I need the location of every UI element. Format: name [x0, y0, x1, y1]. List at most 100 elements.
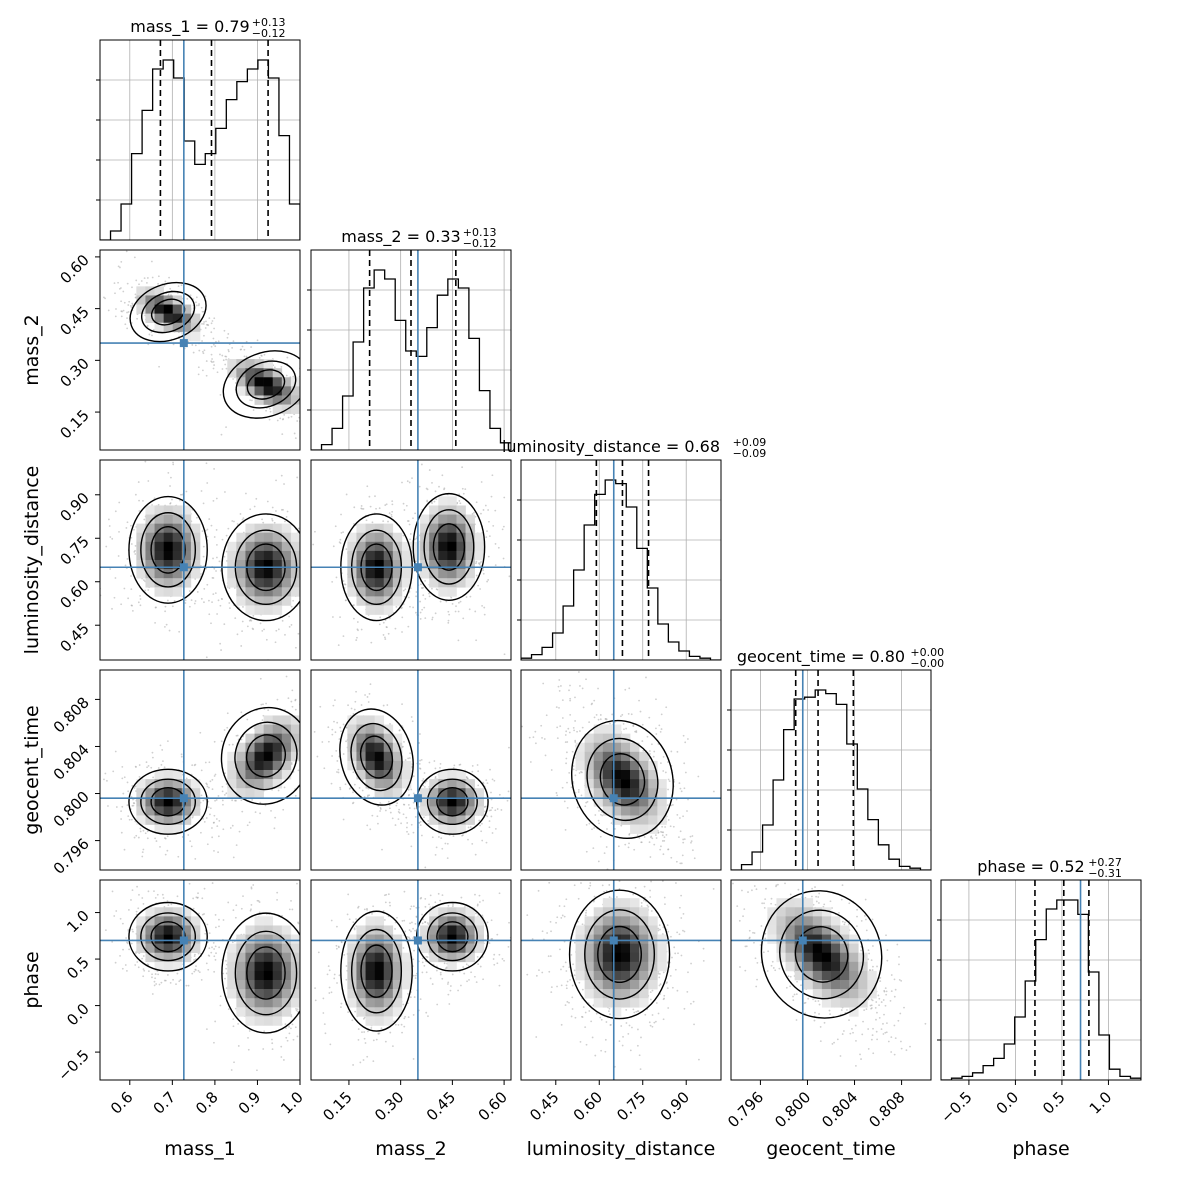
sample-point	[205, 374, 208, 377]
sample-point	[555, 792, 558, 794]
sample-point	[342, 453, 344, 455]
sample-point	[180, 284, 183, 287]
density-cell	[648, 779, 658, 789]
sample-point	[131, 304, 134, 307]
sample-point	[197, 373, 200, 376]
sample-point	[426, 488, 429, 491]
sample-point	[477, 770, 480, 773]
sample-point	[412, 792, 415, 795]
sample-point	[209, 807, 212, 810]
sample-point	[491, 806, 494, 809]
sample-point	[411, 720, 414, 723]
density-cell	[602, 751, 613, 762]
sample-point	[507, 790, 510, 793]
sample-point	[485, 841, 488, 844]
density-cell	[272, 760, 283, 771]
sample-point	[387, 800, 390, 803]
sample-point	[167, 293, 170, 296]
density-cell	[245, 779, 255, 789]
density-cell	[438, 806, 448, 816]
sample-point	[157, 503, 160, 506]
sample-point	[576, 806, 579, 809]
density-cell	[420, 560, 430, 570]
sample-point	[277, 628, 280, 631]
sample-point	[415, 537, 418, 540]
density-cell	[420, 797, 430, 807]
sample-point	[227, 350, 230, 353]
sample-point	[294, 437, 297, 440]
sample-point	[480, 512, 482, 515]
sample-point	[420, 834, 423, 837]
sample-point	[570, 786, 573, 789]
sample-point	[628, 842, 630, 845]
sample-point	[219, 394, 222, 396]
density-cell	[401, 760, 412, 771]
density-cell	[254, 724, 264, 734]
sample-point	[269, 410, 272, 413]
sample-point	[240, 799, 243, 802]
sample-point	[475, 560, 478, 563]
sample-point	[609, 722, 611, 725]
density-cell	[365, 596, 375, 606]
contour-line	[432, 523, 466, 571]
sample-point	[217, 795, 220, 797]
density-cell	[163, 779, 174, 789]
density-cell	[245, 560, 255, 570]
sample-point	[215, 543, 218, 546]
sample-point	[210, 331, 213, 334]
sample-point	[422, 784, 425, 787]
sample-point	[307, 567, 309, 569]
sample-point	[497, 546, 500, 549]
sample-point	[480, 560, 482, 563]
hist-mass_1-frame	[99, 39, 301, 241]
density-cell	[190, 331, 201, 342]
sample-point	[648, 750, 651, 752]
density-cell	[227, 770, 237, 780]
sample-point	[581, 771, 583, 774]
density-cells	[575, 724, 667, 834]
density-cell	[356, 541, 366, 552]
sample-point	[290, 700, 293, 703]
sample-point	[664, 826, 666, 828]
sample-point	[540, 660, 542, 662]
sample-point	[114, 577, 117, 579]
density-cell	[456, 779, 466, 789]
sample-point	[127, 815, 130, 818]
sample-point	[172, 461, 174, 464]
sample-point	[218, 819, 221, 822]
hist-panel-mass_2	[311, 250, 511, 450]
sample-point	[204, 932, 207, 935]
density-cell	[374, 605, 385, 615]
sample-point	[216, 825, 219, 828]
sample-point	[305, 721, 307, 723]
density-cell	[281, 550, 292, 561]
density-cell	[136, 523, 146, 534]
sample-point	[292, 375, 295, 378]
sample-point	[243, 355, 246, 358]
sample-point	[409, 752, 411, 755]
density-cell	[272, 560, 283, 570]
density-cell	[172, 806, 183, 816]
density-cell	[272, 395, 283, 405]
density-cell	[456, 523, 466, 534]
density-cell	[374, 715, 385, 725]
sample-point	[574, 696, 576, 699]
sample-point	[211, 827, 213, 829]
sample-point	[200, 490, 203, 492]
sample-point	[671, 804, 674, 806]
density-cell	[347, 715, 357, 725]
sample-point	[205, 656, 208, 659]
sample-point	[426, 499, 429, 502]
sample-point	[121, 777, 124, 780]
sample-point	[200, 573, 202, 575]
density-cell	[447, 541, 457, 552]
sample-point	[226, 712, 229, 715]
sample-point	[434, 853, 437, 856]
density-cell	[236, 751, 246, 762]
sample-point	[266, 500, 269, 503]
density-cell	[392, 550, 403, 561]
sample-point	[201, 323, 203, 325]
density-cell	[163, 587, 174, 597]
sample-point	[200, 794, 203, 797]
sample-point	[126, 282, 129, 285]
